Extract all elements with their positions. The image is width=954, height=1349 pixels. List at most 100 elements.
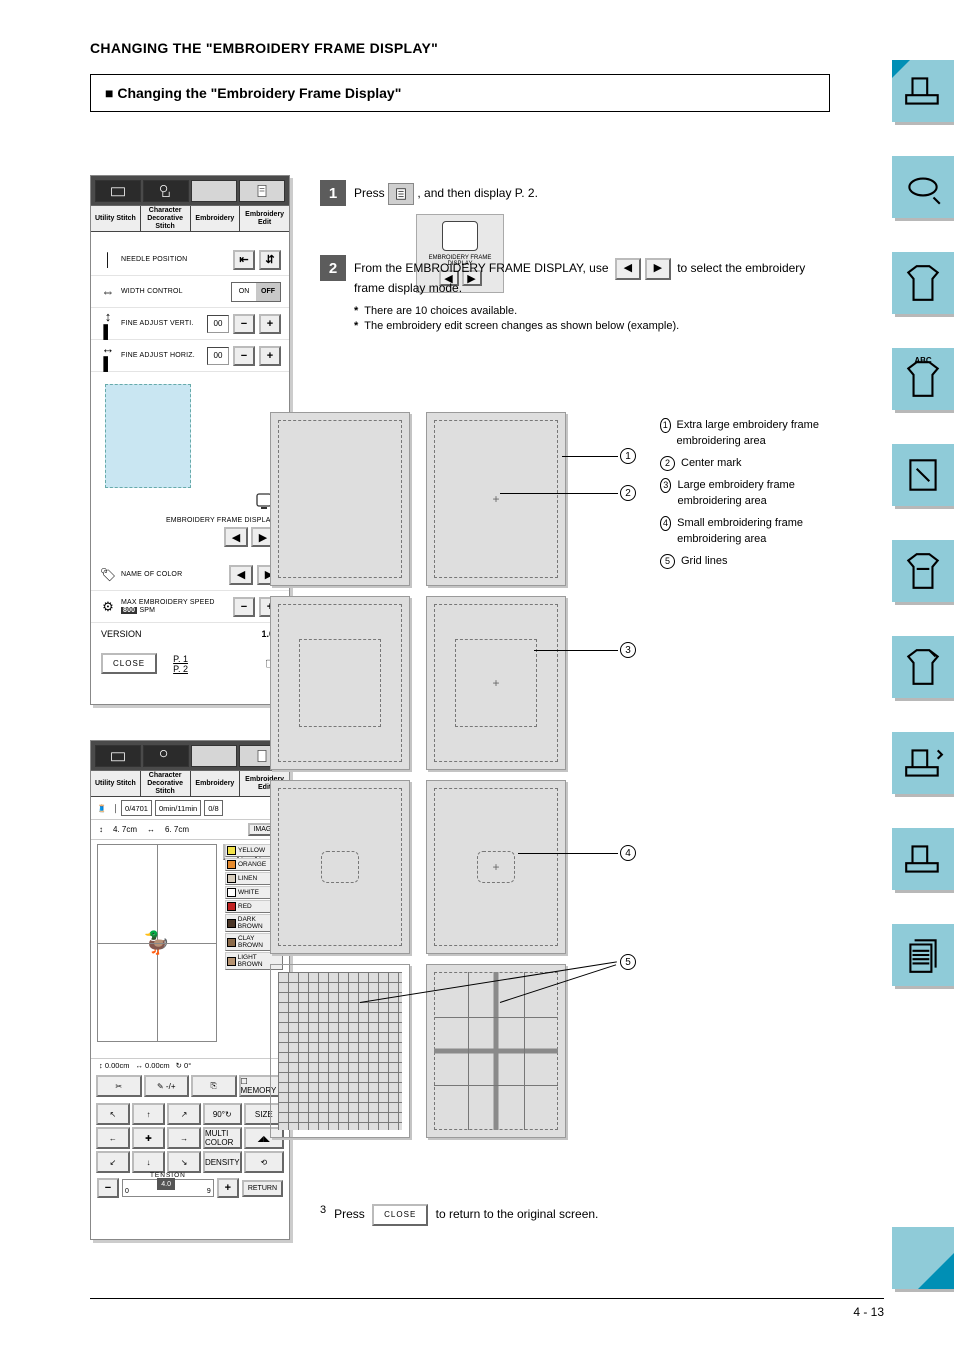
- side-tab-tshirt-edit[interactable]: [892, 636, 954, 698]
- frame-previews: + + +: [270, 412, 630, 1138]
- fd-prev[interactable]: ◀: [224, 527, 248, 547]
- edit-area[interactable]: 🦆: [97, 844, 217, 1042]
- version-label: VERSION: [101, 629, 142, 639]
- design-glyph: 🦆: [143, 930, 170, 956]
- needle-left-btn[interactable]: ⇤: [233, 250, 255, 270]
- speed-icon: ⚙: [99, 599, 117, 615]
- multicolor-btn[interactable]: MULTI COLOR: [203, 1127, 242, 1149]
- noc-prev[interactable]: ◀: [229, 565, 253, 585]
- side-tab-tshirt-arms[interactable]: [892, 540, 954, 602]
- page-icon[interactable]: [388, 183, 414, 205]
- page-icon[interactable]: [239, 180, 285, 202]
- undo-btn[interactable]: ⟲: [244, 1151, 284, 1173]
- fineh-plus[interactable]: +: [259, 346, 281, 366]
- cut-btn[interactable]: ✂: [96, 1075, 142, 1097]
- dir-n[interactable]: ↑: [132, 1103, 166, 1125]
- swatch-icon: [227, 902, 236, 911]
- tension-plus[interactable]: +: [217, 1178, 239, 1198]
- tension-slider[interactable]: TENSION 0 9 4.0: [122, 1179, 214, 1197]
- close-button[interactable]: CLOSE: [372, 1204, 428, 1226]
- fineh-icon: ↔ ▌: [99, 341, 117, 371]
- width-toggle[interactable]: ON OFF: [231, 282, 281, 302]
- frame-s-center: +: [426, 780, 566, 954]
- callout-3: 3: [620, 642, 636, 658]
- tab-char[interactable]: Character Decorative Stitch: [141, 771, 191, 796]
- close-button[interactable]: CLOSE: [101, 653, 157, 674]
- tension-value: 4.0: [157, 1178, 175, 1190]
- color-name: WHITE: [238, 889, 259, 896]
- return-button[interactable]: RETURN: [242, 1180, 283, 1197]
- callout-1: 1: [620, 448, 636, 464]
- panel-header: [91, 176, 289, 206]
- dir-nw[interactable]: ↖: [96, 1103, 130, 1125]
- pos-rot: 0°: [184, 1061, 191, 1070]
- tab-embroidery[interactable]: Embroidery: [191, 771, 241, 796]
- color-name: YELLOW: [238, 847, 265, 854]
- tension-minus[interactable]: −: [97, 1178, 119, 1198]
- maxspeed-label: MAX EMBROIDERY SPEED 800 SPM: [121, 599, 229, 615]
- swatch-icon: [227, 846, 236, 855]
- step-text: Press CLOSE to return to the original sc…: [334, 1204, 598, 1226]
- legend-num: 4: [660, 516, 671, 531]
- callout-5: 5: [620, 954, 636, 970]
- tag-icon: 🏷: [99, 567, 117, 583]
- bullet: There are 10 choices available.: [354, 305, 820, 317]
- speed-minus[interactable]: −: [233, 597, 255, 617]
- page-footer: 4 - 13: [90, 1298, 884, 1319]
- color-name: RED: [238, 903, 252, 910]
- side-tab-machine[interactable]: [892, 60, 954, 122]
- density-btn[interactable]: DENSITY: [203, 1151, 242, 1173]
- pos-readout: ↕ 0.00cm ↔ 0.00cm ↻ 0°: [91, 1058, 289, 1072]
- frame-xl-nocenter: [270, 412, 410, 586]
- finev-plus[interactable]: +: [259, 314, 281, 334]
- dir-sw[interactable]: ↙: [96, 1151, 130, 1173]
- side-tab-machine-rot[interactable]: [892, 732, 954, 794]
- fineh-minus[interactable]: −: [233, 346, 255, 366]
- dir-s[interactable]: ↓: [132, 1151, 166, 1173]
- needle-center-btn[interactable]: ⇵: [259, 250, 281, 270]
- copy-btn[interactable]: ⎘: [191, 1075, 237, 1097]
- frame-crosslines: [426, 964, 566, 1138]
- adjust-btn[interactable]: ✎ -/+: [144, 1075, 190, 1097]
- side-tab-pages[interactable]: [892, 924, 954, 986]
- finev-minus[interactable]: −: [233, 314, 255, 334]
- step-1: 1 Press , and then display P. 2.: [320, 180, 830, 206]
- step-num: 1: [320, 180, 346, 206]
- dir-center[interactable]: ✚: [132, 1127, 166, 1149]
- legend: 1Extra large embroidery frame embroideri…: [660, 418, 830, 576]
- side-tab-tshirt[interactable]: [892, 252, 954, 314]
- dir-se[interactable]: ↘: [167, 1151, 201, 1173]
- maxspeed-text: MAX EMBROIDERY SPEED: [121, 599, 215, 606]
- dir-e[interactable]: →: [167, 1127, 201, 1149]
- legend-text: Small embroidering frame embroidering ar…: [677, 516, 830, 548]
- width-label: WIDTH CONTROL: [121, 288, 227, 296]
- side-tab-card[interactable]: [892, 444, 954, 506]
- dim-row: ↕4. 7cm ↔6. 7cm IMAGE: [91, 819, 289, 840]
- dir-ne[interactable]: ↗: [167, 1103, 201, 1125]
- callout-line: [562, 456, 618, 457]
- tab-embroidery[interactable]: Embroidery: [191, 206, 241, 231]
- header-icon: [143, 745, 189, 767]
- on-label: ON: [232, 283, 256, 301]
- frame-display-block: EMBROIDERY FRAME DISPLAY ◀ ▶: [99, 378, 281, 553]
- prev-btn[interactable]: ◀: [615, 258, 641, 280]
- page-indicator: P. 1 P. 2: [173, 654, 188, 674]
- bullet: The embroidery edit screen changes as sh…: [354, 320, 820, 332]
- legend-num: 5: [660, 554, 675, 569]
- tab-utility[interactable]: Utility Stitch: [91, 771, 141, 796]
- finev-value: 00: [207, 315, 229, 333]
- next-btn[interactable]: ▶: [645, 258, 671, 280]
- dir-w[interactable]: ←: [96, 1127, 130, 1149]
- side-tab-tshirt-abc[interactable]: ABC: [892, 348, 954, 410]
- step-num: 3: [320, 1204, 326, 1216]
- side-tab-machine2[interactable]: [892, 828, 954, 890]
- pos-y: 0.00cm: [105, 1061, 130, 1070]
- frame-l-nocenter: [270, 596, 410, 770]
- tab-edit[interactable]: Embroidery Edit: [240, 206, 289, 231]
- maxspeed-unit: SPM: [139, 607, 155, 614]
- tension-max: 9: [207, 1188, 211, 1195]
- tab-utility[interactable]: Utility Stitch: [91, 206, 141, 231]
- side-tab-bobbin[interactable]: [892, 156, 954, 218]
- tab-char[interactable]: Character Decorative Stitch: [141, 206, 191, 231]
- rotate-btn[interactable]: 90°↻: [203, 1103, 242, 1125]
